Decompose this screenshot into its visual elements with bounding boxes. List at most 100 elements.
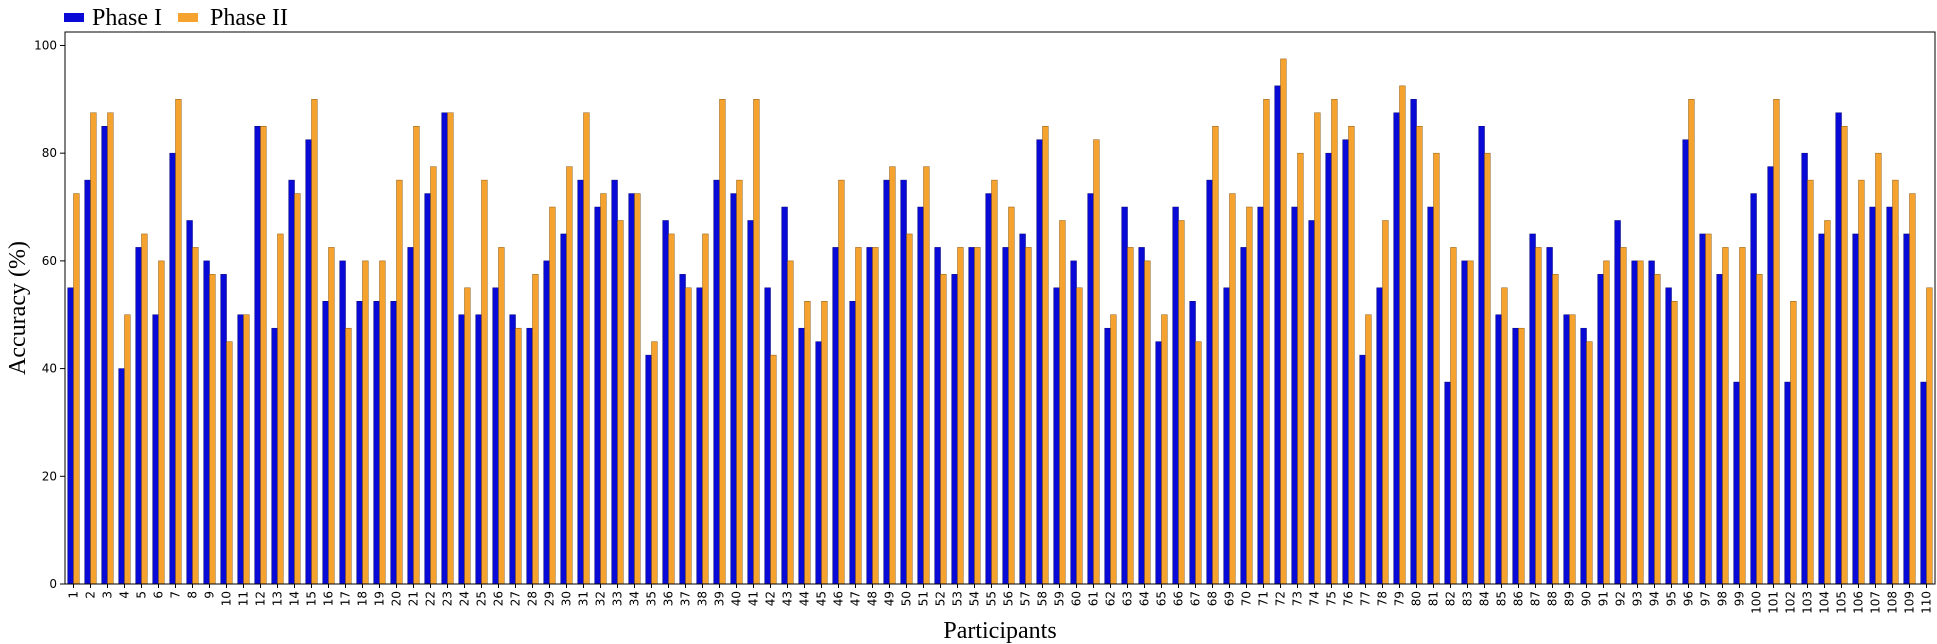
bar-phase-ii-77 (1365, 314, 1372, 585)
x-tick-label-30: 30 (560, 591, 574, 606)
bar-phase-ii-59 (1059, 220, 1066, 585)
bar-phase-ii-44 (804, 301, 811, 585)
bar-phase-i-101 (1767, 166, 1774, 585)
x-tick-label-100: 100 (1750, 591, 1764, 614)
bar-phase-i-50 (900, 179, 907, 585)
y-tick-label-60: 60 (42, 254, 57, 268)
bar-phase-ii-29 (549, 206, 556, 585)
x-tick-label-28: 28 (526, 591, 540, 606)
bar-phase-ii-46 (838, 179, 845, 585)
bar-phase-ii-55 (991, 179, 998, 585)
bar-phase-i-47 (849, 301, 856, 585)
bar-phase-ii-100 (1756, 274, 1763, 585)
bar-phase-i-86 (1512, 327, 1519, 585)
bar-phase-i-55 (985, 193, 992, 585)
bar-phase-ii-56 (1008, 206, 1015, 585)
x-tick-label-57: 57 (1019, 591, 1033, 606)
bar-phase-ii-26 (498, 247, 505, 585)
bar-phase-i-10 (220, 274, 227, 585)
bar-phase-ii-75 (1331, 99, 1338, 585)
bar-phase-ii-21 (413, 125, 420, 585)
bar-phase-i-106 (1852, 233, 1859, 585)
bar-phase-ii-84 (1484, 152, 1491, 585)
x-tick-label-14: 14 (288, 591, 302, 606)
x-tick-label-97: 97 (1699, 591, 1713, 606)
bar-phase-i-9 (203, 260, 210, 585)
x-tick-label-16: 16 (322, 591, 336, 606)
bar-phase-ii-58 (1042, 125, 1049, 585)
bar-phase-ii-89 (1569, 314, 1576, 585)
x-tick-label-101: 101 (1767, 591, 1781, 614)
bar-phase-ii-18 (362, 260, 369, 585)
x-tick-label-63: 63 (1121, 591, 1135, 606)
bar-phase-ii-91 (1603, 260, 1610, 585)
bar-phase-ii-19 (379, 260, 386, 585)
legend: Phase I Phase II (64, 5, 288, 31)
bar-phase-i-85 (1495, 314, 1502, 585)
bar-phase-i-27 (509, 314, 516, 585)
bar-phase-i-76 (1342, 139, 1349, 585)
bar-phase-i-6 (152, 314, 159, 585)
bar-phase-ii-25 (481, 179, 488, 585)
bar-phase-ii-101 (1773, 99, 1780, 585)
x-tick-label-22: 22 (424, 591, 438, 606)
x-tick-label-110: 110 (1920, 591, 1934, 614)
bar-phase-ii-67 (1195, 341, 1202, 585)
bar-phase-ii-37 (685, 287, 692, 585)
bar-phase-ii-63 (1127, 247, 1134, 585)
x-tick-label-61: 61 (1087, 591, 1101, 606)
bar-phase-ii-108 (1892, 179, 1899, 585)
bar-phase-i-99 (1733, 381, 1740, 585)
bar-phase-i-100 (1750, 193, 1757, 585)
bar-phase-ii-105 (1841, 125, 1848, 585)
bar-phase-i-75 (1325, 152, 1332, 585)
bar-phase-ii-35 (651, 341, 658, 585)
x-tick-label-107: 107 (1869, 591, 1883, 614)
x-tick-label-3: 3 (101, 591, 115, 599)
x-tick-label-44: 44 (798, 591, 812, 606)
x-tick-label-98: 98 (1716, 591, 1730, 606)
x-tick-label-42: 42 (764, 591, 778, 606)
bar-phase-ii-10 (226, 341, 233, 585)
bar-phase-i-19 (373, 301, 380, 585)
bar-phase-ii-15 (311, 99, 318, 585)
bar-phase-i-26 (492, 287, 499, 585)
bar-phase-i-82 (1444, 381, 1451, 585)
bar-phase-i-68 (1206, 179, 1213, 585)
bar-phase-i-43 (781, 206, 788, 585)
x-tick-label-83: 83 (1461, 591, 1475, 606)
x-tick-label-38: 38 (696, 591, 710, 606)
x-tick-label-27: 27 (509, 591, 523, 606)
bar-phase-ii-50 (906, 233, 913, 585)
x-tick-label-8: 8 (186, 591, 200, 599)
bar-phase-i-31 (577, 179, 584, 585)
x-tick-label-80: 80 (1410, 591, 1424, 606)
bar-phase-i-97 (1699, 233, 1706, 585)
bar-phase-i-65 (1155, 341, 1162, 585)
bar-phase-i-14 (288, 179, 295, 585)
bar-phase-i-13 (271, 327, 278, 585)
bar-phase-i-41 (747, 220, 754, 585)
bar-phase-i-58 (1036, 139, 1043, 585)
bar-phase-ii-2 (90, 112, 97, 585)
bar-phase-ii-42 (770, 354, 777, 585)
x-tick-label-17: 17 (339, 591, 353, 606)
bar-phase-ii-61 (1093, 139, 1100, 585)
x-tick-label-78: 78 (1376, 591, 1390, 606)
bar-phase-i-63 (1121, 206, 1128, 585)
bar-phase-ii-60 (1076, 287, 1083, 585)
bar-phase-ii-87 (1535, 247, 1542, 585)
x-tick-label-47: 47 (849, 591, 863, 606)
x-tick-label-2: 2 (84, 591, 98, 599)
x-tick-label-40: 40 (730, 591, 744, 606)
bar-phase-ii-90 (1586, 341, 1593, 585)
x-tick-label-90: 90 (1580, 591, 1594, 606)
bar-phase-i-51 (917, 206, 924, 585)
bar-phase-ii-30 (566, 166, 573, 585)
bar-phase-i-44 (798, 327, 805, 585)
bar-phase-i-20 (390, 301, 397, 585)
bar-phase-i-30 (560, 233, 567, 585)
x-tick-label-54: 54 (968, 591, 982, 606)
bar-phase-ii-57 (1025, 247, 1032, 585)
